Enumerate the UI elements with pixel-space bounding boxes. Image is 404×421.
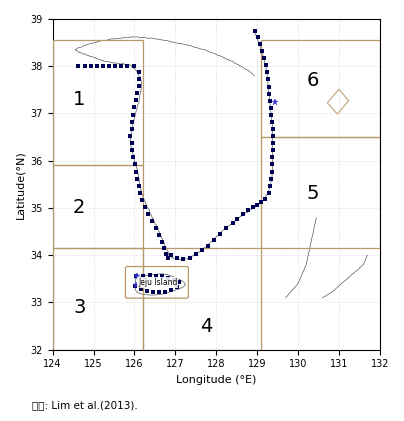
Y-axis label: Latitude(°N): Latitude(°N) — [15, 150, 25, 219]
Bar — [143, 248, 261, 350]
Bar — [261, 40, 380, 137]
Text: 6: 6 — [306, 71, 318, 90]
Bar — [327, 89, 349, 114]
Text: 3: 3 — [73, 298, 86, 317]
Bar — [261, 137, 380, 248]
Bar — [53, 248, 143, 350]
Text: 2: 2 — [73, 198, 86, 218]
Bar — [53, 165, 143, 248]
Text: 1: 1 — [73, 90, 86, 109]
Text: 5: 5 — [306, 184, 319, 203]
Text: 자료: Lim et al.(2013).: 자료: Lim et al.(2013). — [32, 400, 138, 410]
Text: Jeju Island: Jeju Island — [138, 278, 177, 287]
X-axis label: Longitude (°E): Longitude (°E) — [176, 375, 257, 385]
Text: 4: 4 — [200, 317, 212, 336]
Bar — [53, 40, 143, 165]
